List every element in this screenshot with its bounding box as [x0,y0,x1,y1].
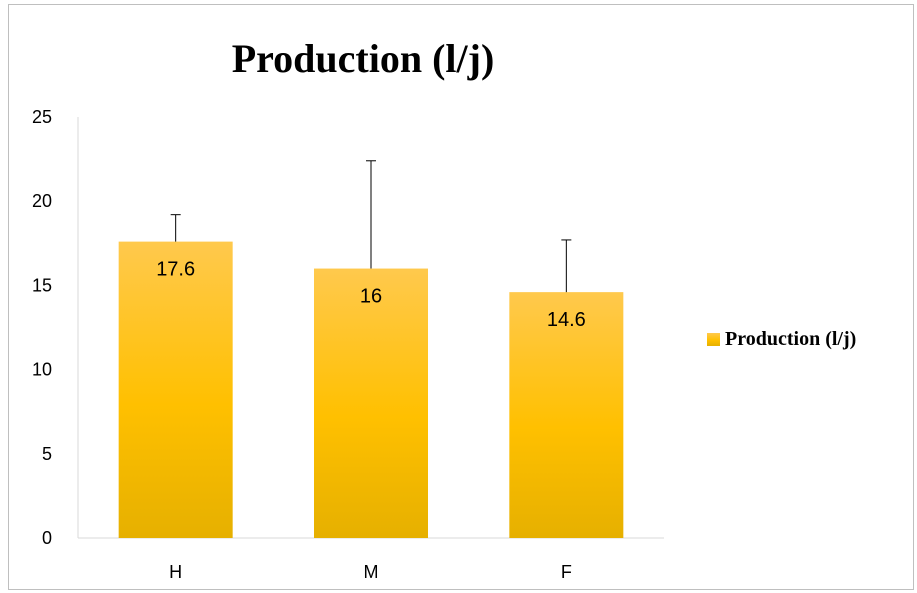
data-label-M: 16 [360,286,382,308]
legend-label: Production (l/j) [725,328,856,350]
legend: Production (l/j) [707,328,856,350]
y-tick-label: 5 [42,444,52,464]
data-label-F: 14.6 [547,309,586,331]
bar-H [118,241,233,538]
x-tick-label-F: F [561,562,572,582]
y-tick-label: 25 [32,107,52,127]
legend-swatch [707,333,720,346]
x-tick-label-H: H [169,562,182,582]
y-tick-label: 15 [32,275,52,295]
chart-title: Production (l/j) [232,36,495,81]
x-tick-label-M: M [364,562,379,582]
chart-frame: Production (l/j) 0 5 10 15 20 25 17.6 H 16 M 14.6 F… [8,4,914,590]
y-tick-label: 0 [42,528,52,548]
chart-svg: Production (l/j) 0 5 10 15 20 25 17.6 H 16 M 14.6 F… [32,36,856,582]
y-tick-label: 20 [32,191,52,211]
y-tick-label: 10 [32,360,52,380]
plot-area: 0 5 10 15 20 25 17.6 H 16 M 14.6 F [32,107,664,582]
bar-F [509,292,624,538]
bar-M [314,268,428,538]
data-label-H: 17.6 [156,259,195,281]
